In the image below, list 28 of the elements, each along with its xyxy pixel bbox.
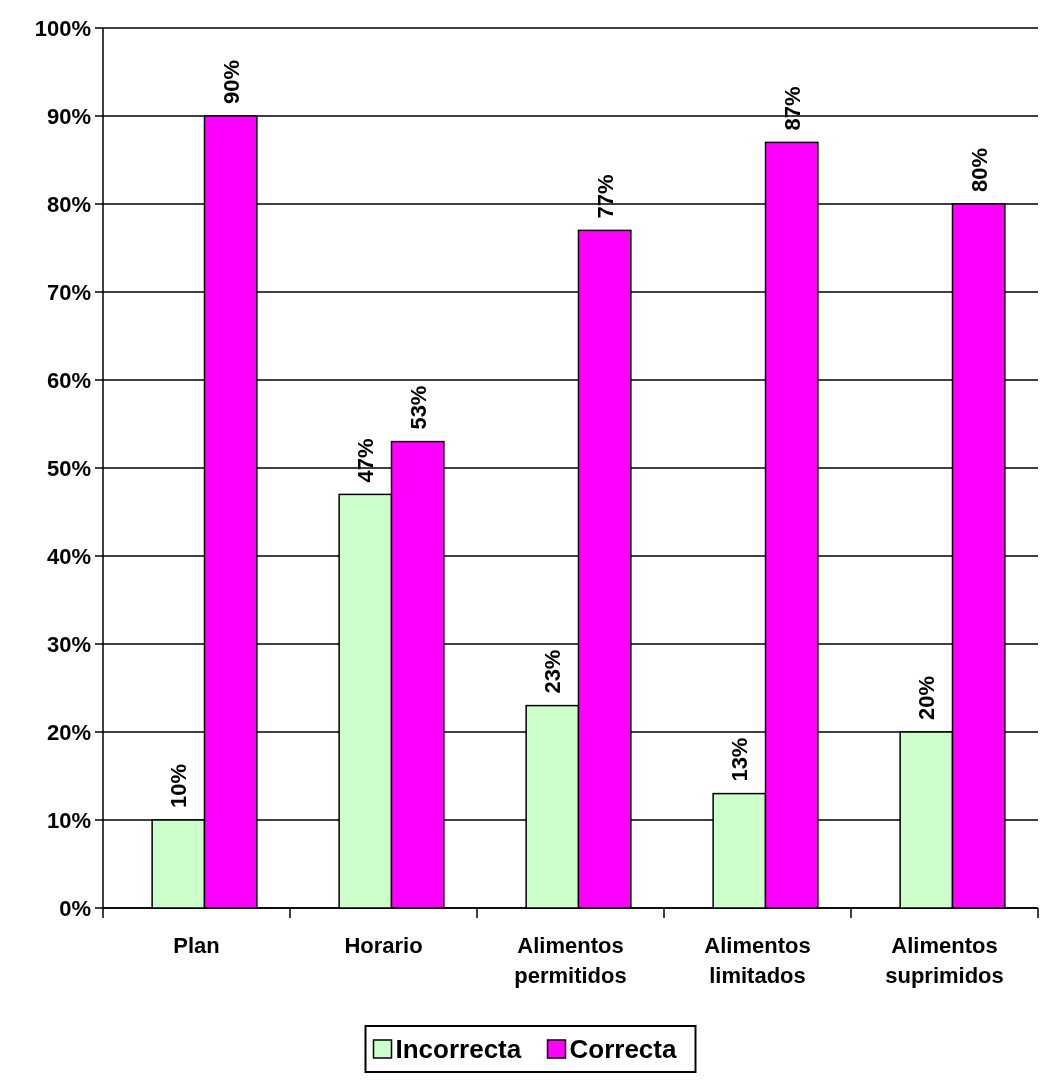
x-tick-label: Plan	[173, 933, 220, 958]
legend-label: Correcta	[569, 1034, 677, 1065]
y-tick-label: 0%	[59, 895, 91, 921]
y-tick-label: 30%	[46, 631, 91, 657]
data-label: 53%	[405, 385, 431, 430]
x-tick-label: Alimentos limitados	[704, 933, 811, 988]
y-tick-label: 60%	[46, 367, 91, 393]
y-tick-label: 100%	[34, 15, 91, 41]
y-tick-label: 40%	[46, 543, 91, 569]
data-label: 47%	[353, 438, 379, 483]
y-tick-label: 50%	[46, 455, 91, 481]
x-tick-label: Alimentos suprimidos	[885, 933, 1004, 988]
x-tick-label: Horario	[344, 933, 423, 958]
y-tick-label: 70%	[46, 279, 91, 305]
data-label: 80%	[966, 147, 992, 192]
data-label: 10%	[166, 763, 192, 808]
y-tick-label: 10%	[46, 807, 91, 833]
y-tick-label: 20%	[46, 719, 91, 745]
data-label: 90%	[218, 59, 244, 104]
data-label: 23%	[540, 649, 566, 694]
legend-label: Incorrecta	[395, 1034, 522, 1065]
data-label: 77%	[592, 174, 618, 219]
data-label: 20%	[914, 675, 940, 720]
data-label: 87%	[779, 86, 805, 131]
data-label: 13%	[727, 737, 753, 782]
x-tick-label: Alimentos permitidos	[514, 933, 627, 988]
y-tick-label: 80%	[46, 191, 91, 217]
y-tick-label: 90%	[46, 103, 91, 129]
